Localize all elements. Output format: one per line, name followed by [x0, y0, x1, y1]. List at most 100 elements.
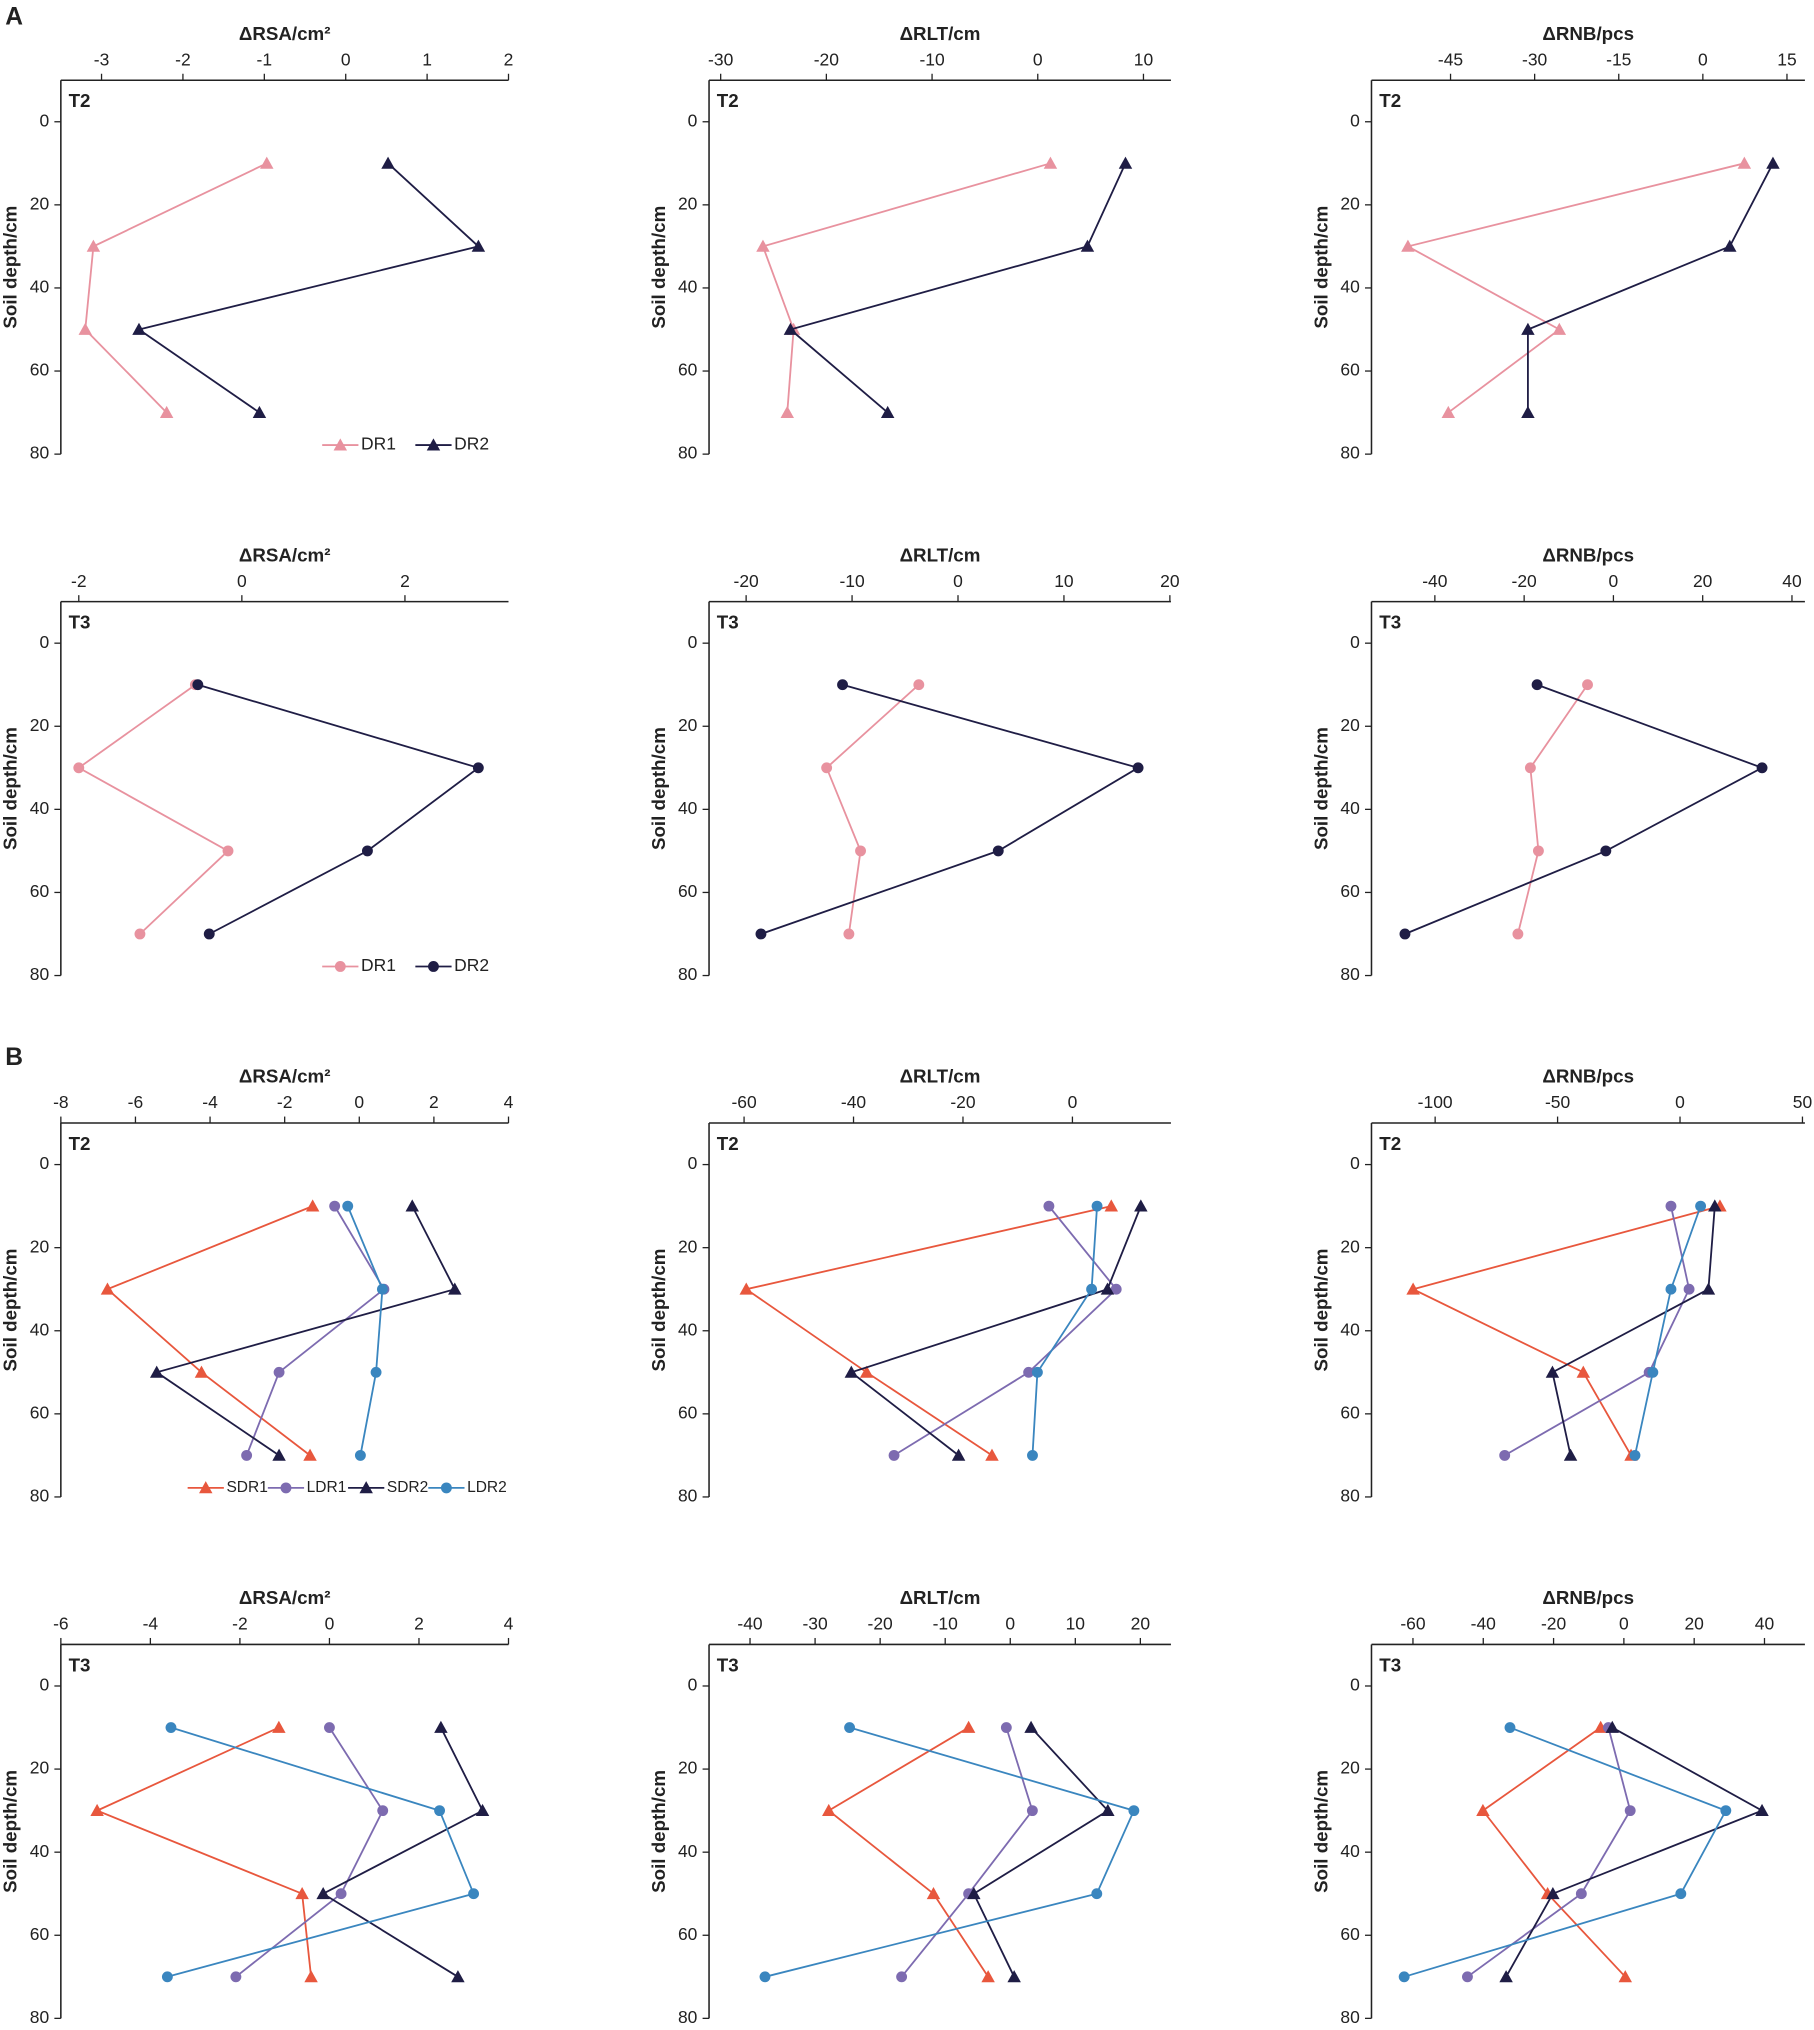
marker [1406, 1282, 1420, 1295]
series-line [1551, 1206, 1716, 1456]
series-line [1405, 162, 1745, 414]
y-axis-title: Soil depth/cm [648, 206, 669, 329]
marker [1441, 405, 1456, 418]
marker [354, 1449, 366, 1461]
y-tick-label: 80 [678, 964, 698, 984]
x-tick-label: 0 [1619, 1614, 1629, 1634]
marker [1026, 1805, 1038, 1817]
x-axis-title: ΔRLT/cm [900, 544, 981, 565]
x-axis-title: ΔRSA/cm² [239, 1066, 331, 1087]
x-tick-label: 10 [1066, 1614, 1086, 1634]
marker [1524, 762, 1536, 774]
marker [1043, 1200, 1055, 1212]
marker [159, 405, 174, 418]
marker [1600, 845, 1612, 857]
x-tick-label: -40 [1471, 1614, 1497, 1634]
marker [230, 1971, 242, 1983]
y-tick-label: 0 [1350, 1153, 1360, 1173]
marker [844, 1722, 855, 1733]
marker [981, 1970, 995, 1983]
legend-label: DR2 [454, 434, 489, 454]
marker [434, 1720, 448, 1733]
x-tick-label: 0 [341, 49, 351, 69]
x-tick-label: 0 [1609, 571, 1619, 591]
x-axis-title: ΔRSA/cm² [239, 544, 331, 565]
marker [370, 1366, 382, 1378]
y-tick-label: 40 [678, 798, 698, 818]
y-tick-label: 40 [1340, 277, 1360, 297]
marker [1737, 156, 1752, 169]
series-line [235, 1727, 384, 1978]
marker [756, 239, 770, 252]
x-tick-label: -40 [1422, 571, 1448, 591]
marker [334, 961, 346, 972]
series-line [136, 162, 481, 414]
marker [759, 1971, 771, 1983]
marker [100, 1282, 115, 1295]
x-tick-label: 0 [1068, 1092, 1078, 1112]
marker [783, 322, 798, 335]
marker [1552, 322, 1567, 335]
x-tick-label: -100 [1418, 1092, 1453, 1112]
y-axis-title: Soil depth/cm [0, 206, 21, 329]
y-tick-label: 60 [1340, 1924, 1360, 1944]
marker [1024, 1720, 1038, 1733]
marker [335, 1888, 347, 1900]
x-tick-label: 2 [414, 1614, 424, 1634]
y-tick-label: 80 [1340, 964, 1360, 984]
y-tick-label: 40 [678, 277, 698, 297]
marker [1504, 1722, 1516, 1733]
series-line [105, 1205, 313, 1457]
marker [199, 1481, 213, 1494]
panel-tag: T3 [1379, 612, 1401, 633]
panel-tag: T2 [717, 90, 739, 111]
y-axis-title: Soil depth/cm [648, 727, 669, 850]
x-tick-label: 20 [1160, 571, 1180, 591]
marker [1080, 239, 1095, 252]
x-axis-title: ΔRLT/cm [900, 1587, 981, 1608]
x-tick-label: -40 [841, 1092, 867, 1112]
series-line [1634, 1205, 1702, 1456]
marker [1675, 1888, 1687, 1900]
marker [448, 1282, 462, 1295]
x-tick-label: -40 [737, 1614, 763, 1634]
legend-label: DR1 [361, 955, 396, 975]
y-tick-label: 0 [688, 632, 698, 652]
marker [194, 1365, 209, 1378]
y-tick-label: 0 [1350, 1675, 1360, 1695]
marker [1512, 928, 1524, 940]
subplot: -100 -50 0 50 0 20 40 60 80 ΔRNB/pcs Soil depth/cm… [1310, 1066, 1812, 1506]
marker [1476, 1803, 1490, 1817]
marker [1100, 1282, 1115, 1295]
x-tick-label: 50 [1793, 1092, 1813, 1112]
y-tick-label: 80 [678, 1486, 698, 1506]
x-tick-label: -1 [257, 49, 273, 69]
x-tick-label: 20 [1131, 1614, 1151, 1634]
series-line [154, 1205, 457, 1457]
series-line [760, 683, 1141, 935]
y-tick-label: 0 [688, 1153, 698, 1173]
panel-tag: T3 [717, 612, 739, 633]
y-tick-label: 60 [678, 881, 698, 901]
x-tick-label: -20 [814, 49, 840, 69]
subplot: -40 -20 0 20 40 0 20 40 60 80 ΔRNB/pcs Soil depth/c… [1310, 544, 1805, 984]
y-tick-label: 60 [30, 360, 50, 380]
marker [926, 1886, 941, 1900]
series-line [1031, 1206, 1098, 1456]
series-line [77, 683, 230, 935]
y-axis-title: Soil depth/cm [1310, 727, 1331, 850]
x-tick-label: -30 [1522, 49, 1548, 69]
subplot: -60 -40 -20 0 20 40 0 20 40 60 80 ΔRNB/pcs Soil dept… [1310, 1587, 1805, 2027]
marker [381, 156, 395, 169]
marker [333, 438, 348, 451]
marker [440, 1482, 452, 1494]
x-axis-title: ΔRNB/pcs [1542, 1066, 1634, 1087]
series-line [84, 162, 268, 414]
y-tick-label: 0 [688, 110, 698, 130]
marker [1091, 1200, 1103, 1212]
series-line [761, 162, 1051, 413]
marker [859, 1365, 874, 1378]
y-tick-label: 80 [30, 1486, 50, 1506]
